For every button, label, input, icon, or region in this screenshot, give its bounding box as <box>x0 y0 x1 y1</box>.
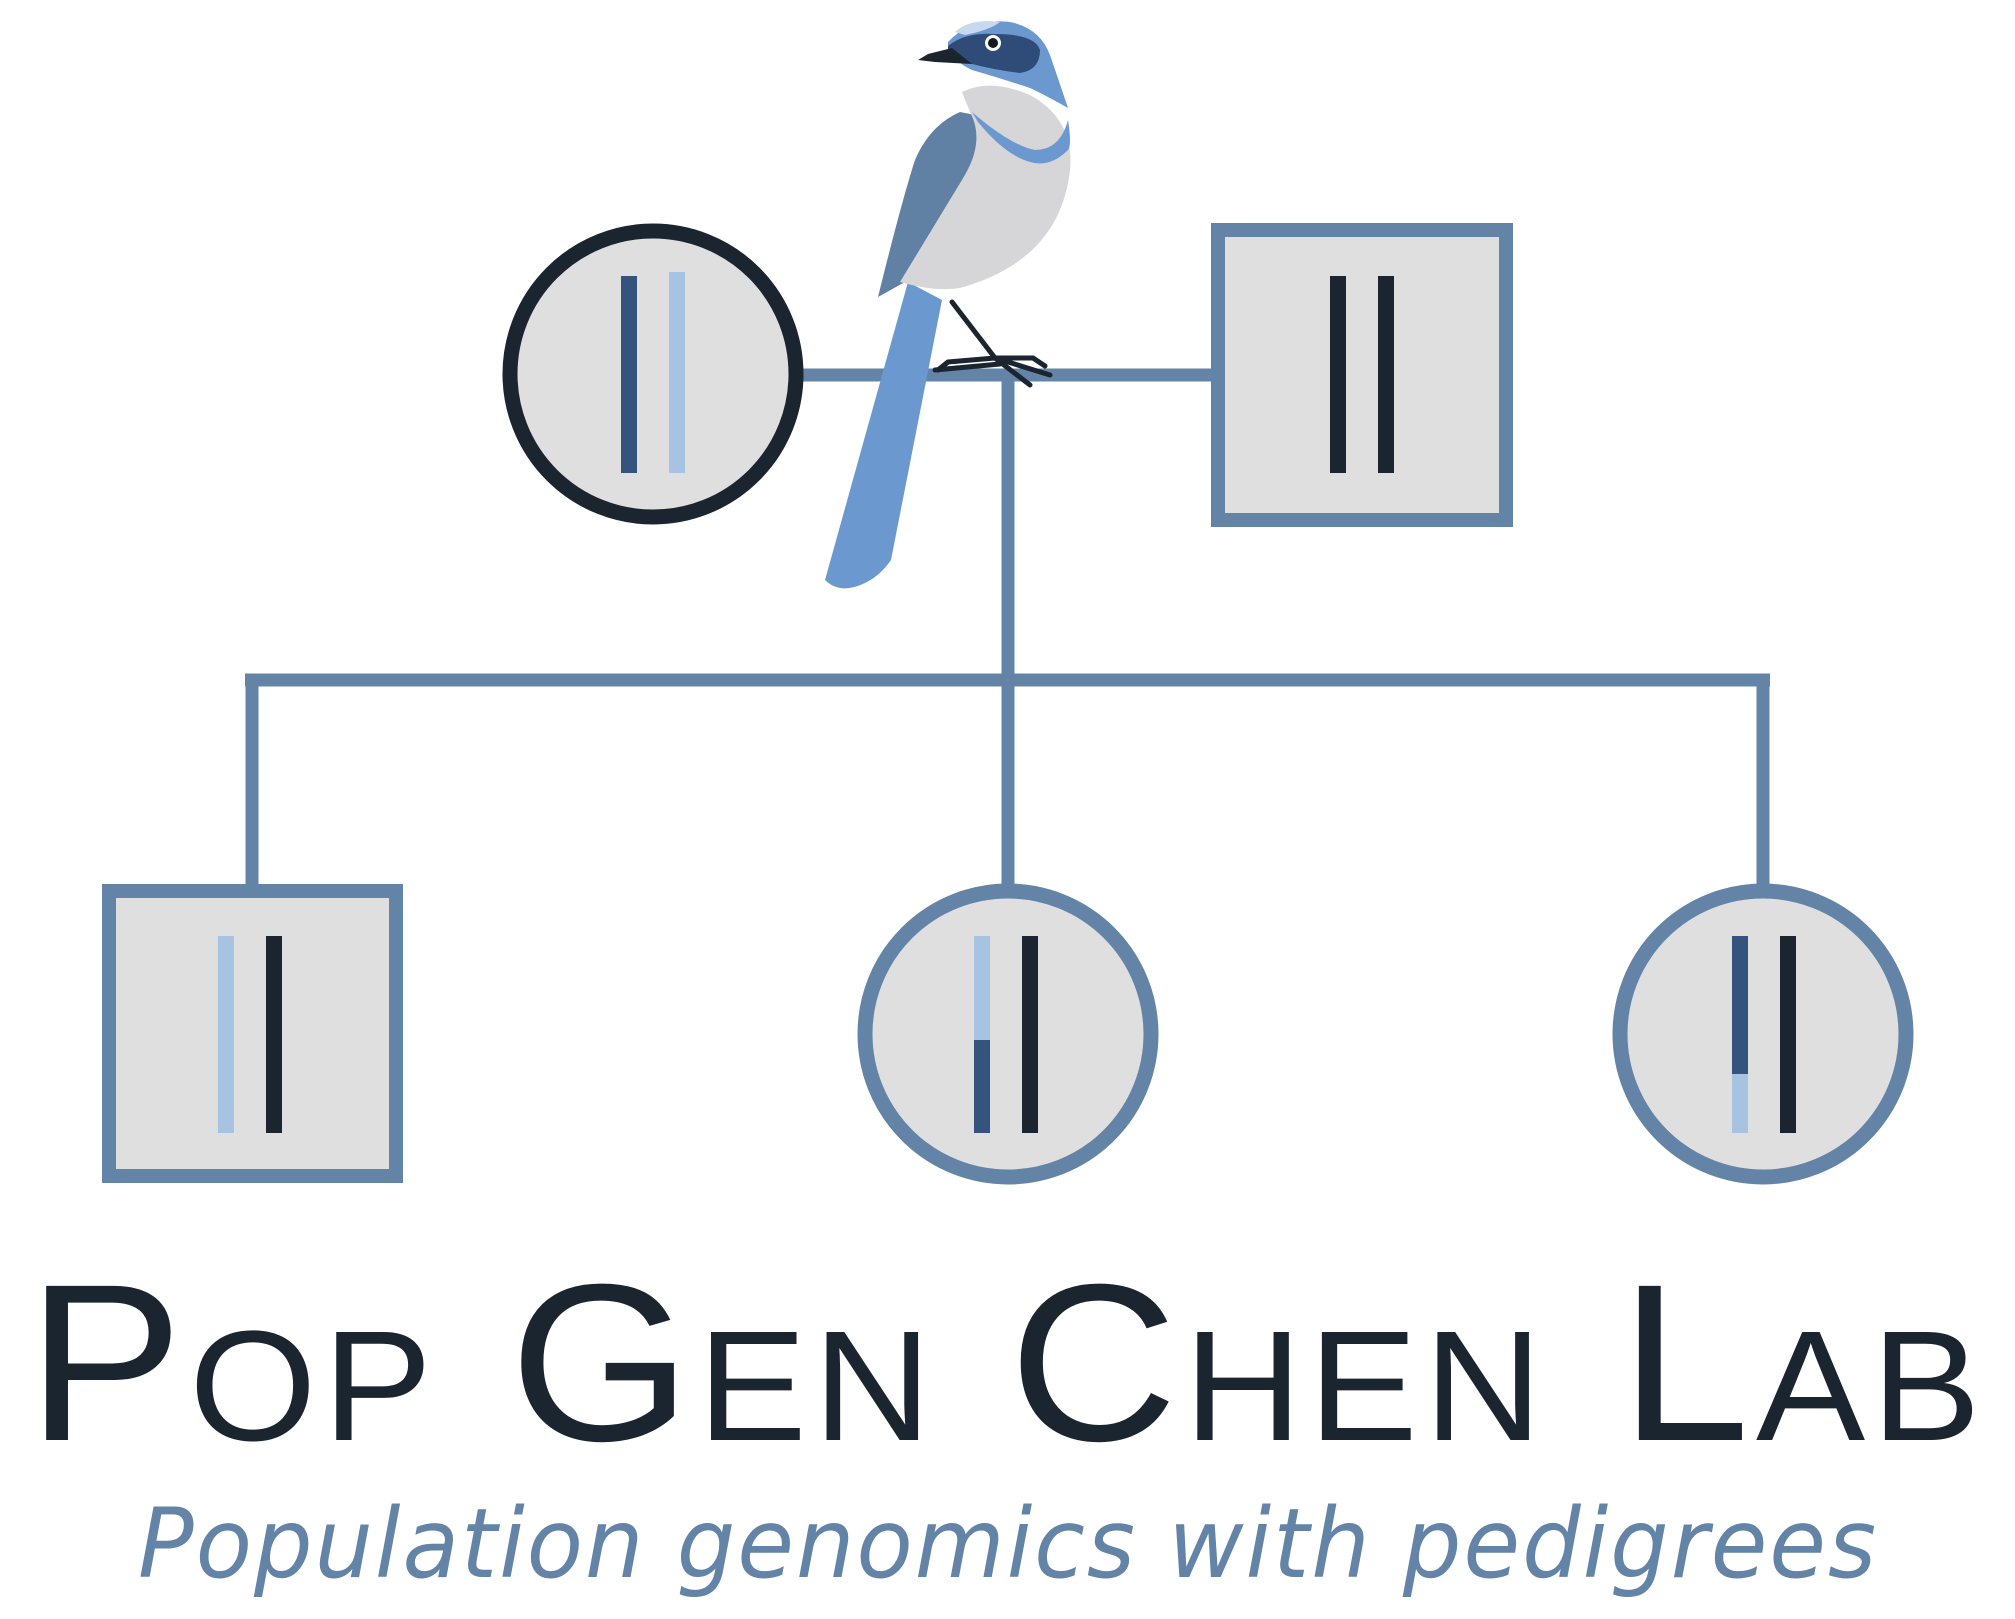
bird-mask <box>948 33 1040 73</box>
daughter-middle-chromosome-1-bottom <box>974 1040 990 1133</box>
daughter-right-chromosome-1-bottom <box>1732 1074 1748 1133</box>
bird-tail <box>825 282 942 589</box>
pedigree-lines <box>245 368 1770 885</box>
mother-node <box>502 223 804 525</box>
scrub-jay-icon <box>825 21 1071 589</box>
bird-brow <box>955 21 1000 35</box>
father-chromosome-1 <box>1330 276 1346 473</box>
lab-tagline: Population genomics with pedigrees <box>138 1488 1878 1600</box>
daughter-right-circle <box>1612 883 1914 1185</box>
son-square <box>102 884 403 1183</box>
bird-beak <box>918 48 972 64</box>
bird-wing <box>878 112 979 297</box>
daughter-right-node <box>1612 883 1914 1185</box>
father-chromosome-2 <box>1378 276 1394 473</box>
daughter-right-chromosome-2 <box>1780 936 1796 1133</box>
mother-circle <box>502 223 804 525</box>
father-node <box>1211 223 1513 527</box>
daughter-right-chromosome-1-top <box>1732 936 1748 1074</box>
son-chromosome-1 <box>218 936 234 1133</box>
bird-eye-pupil <box>988 38 998 48</box>
father-square <box>1211 223 1513 527</box>
mother-chromosome-2 <box>669 272 685 473</box>
daughter-middle-chromosome-2 <box>1022 936 1038 1133</box>
bird-body <box>900 85 1071 290</box>
daughter-middle-node <box>857 883 1159 1185</box>
son-chromosome-2 <box>266 936 282 1133</box>
daughter-middle-circle <box>857 883 1159 1185</box>
lab-title: Pop Gen Chen Lab <box>27 1238 1987 1488</box>
daughter-middle-chromosome-1-top <box>974 936 990 1040</box>
bird-feet <box>932 299 1053 388</box>
bird-necklace <box>972 112 1070 164</box>
son-node <box>102 884 403 1183</box>
mother-chromosome-1 <box>621 276 637 473</box>
